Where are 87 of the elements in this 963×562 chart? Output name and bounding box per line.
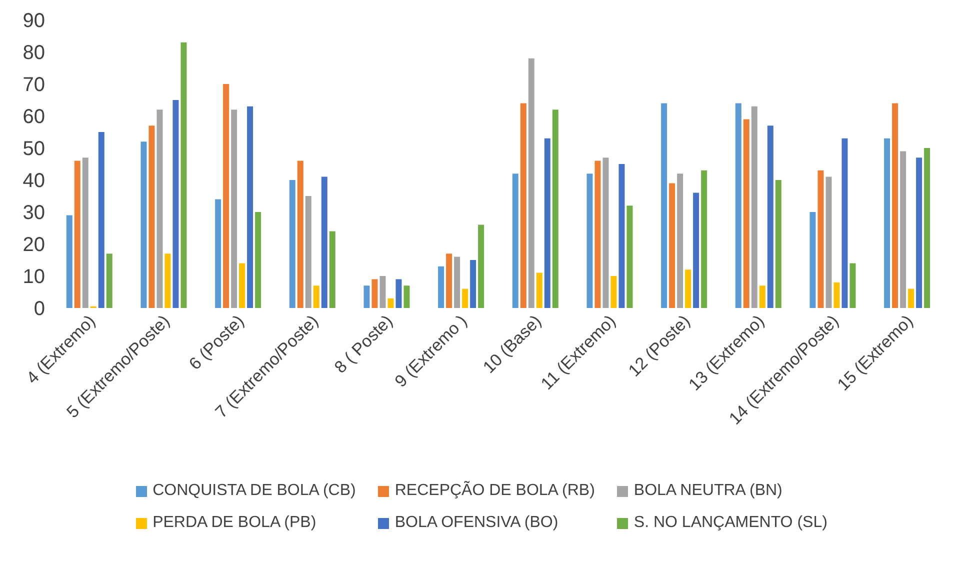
y-tick-label: 90 — [22, 10, 45, 32]
bar — [255, 212, 262, 308]
bar — [826, 176, 832, 308]
bar — [239, 263, 246, 308]
bar — [74, 160, 80, 308]
bar — [602, 158, 609, 308]
y-tick-label: 40 — [22, 170, 45, 192]
bar — [247, 106, 254, 308]
bar — [470, 260, 476, 308]
legend-label: BOLA NEUTRA (BN) — [634, 482, 782, 500]
y-tick-label: 60 — [22, 106, 45, 128]
bar — [669, 183, 676, 308]
bar — [140, 142, 147, 308]
bar — [544, 138, 550, 308]
bar — [164, 254, 171, 308]
y-tick-label: 70 — [22, 74, 45, 96]
bar — [618, 164, 625, 308]
legend-label: PERDA DE BOLA (PB) — [152, 514, 316, 532]
bar — [329, 231, 336, 308]
bar — [759, 286, 766, 308]
bar — [908, 288, 914, 308]
bar — [180, 42, 187, 308]
bar — [388, 298, 394, 308]
bar — [892, 103, 898, 308]
bar — [536, 272, 542, 308]
y-tick-label: 30 — [22, 202, 45, 224]
bar — [520, 103, 526, 308]
bar — [693, 192, 700, 308]
bar — [775, 180, 782, 308]
y-tick-label: 80 — [22, 42, 45, 64]
bar — [818, 170, 824, 308]
bar — [512, 174, 518, 308]
y-tick-label: 20 — [22, 234, 45, 256]
bar — [172, 100, 179, 308]
bar — [446, 254, 452, 308]
bar — [610, 276, 617, 308]
bar — [594, 160, 601, 308]
bar — [842, 138, 848, 308]
bar — [810, 212, 816, 308]
bar — [321, 176, 328, 308]
bar — [661, 103, 668, 308]
bar — [438, 266, 444, 308]
bar — [231, 110, 238, 308]
bar — [454, 256, 460, 308]
bar — [924, 148, 930, 308]
y-tick-label: 0 — [34, 298, 45, 320]
legend-label: BOLA OFENSIVA (BO) — [394, 514, 558, 532]
legend-label: CONQUISTA DE BOLA (CB) — [152, 482, 356, 500]
legend-label: RECEPÇÃO DE BOLA (RB) — [394, 482, 595, 500]
y-tick-label: 50 — [22, 138, 45, 160]
y-tick-label: 10 — [22, 266, 45, 288]
bar — [297, 160, 304, 308]
bar — [66, 215, 72, 308]
bar — [834, 282, 840, 308]
bar — [677, 174, 684, 308]
bar — [223, 84, 230, 308]
bar — [372, 279, 378, 308]
bar — [82, 158, 88, 308]
bar — [767, 126, 774, 308]
legend-label: S. NO LANÇAMENTO (SL) — [634, 514, 828, 532]
bar — [215, 199, 222, 308]
bar — [701, 170, 708, 308]
bar — [289, 180, 296, 308]
bar — [380, 276, 386, 308]
bar — [552, 110, 558, 308]
bar — [396, 279, 402, 308]
bar — [626, 206, 633, 308]
bar — [313, 286, 320, 308]
bar — [916, 158, 922, 308]
bar — [364, 286, 370, 308]
bar — [900, 151, 906, 308]
bar — [735, 103, 742, 308]
bar — [884, 138, 890, 308]
bar — [528, 58, 534, 308]
bar — [586, 174, 593, 308]
bar — [98, 132, 104, 308]
bar — [685, 270, 692, 308]
bar — [404, 286, 410, 308]
bar — [478, 224, 484, 308]
bar — [751, 106, 758, 308]
bar — [850, 263, 856, 308]
bar — [106, 254, 112, 308]
bar — [156, 110, 163, 308]
bar — [305, 196, 312, 308]
bar — [743, 119, 750, 308]
bar — [148, 126, 155, 308]
bar — [462, 288, 468, 308]
